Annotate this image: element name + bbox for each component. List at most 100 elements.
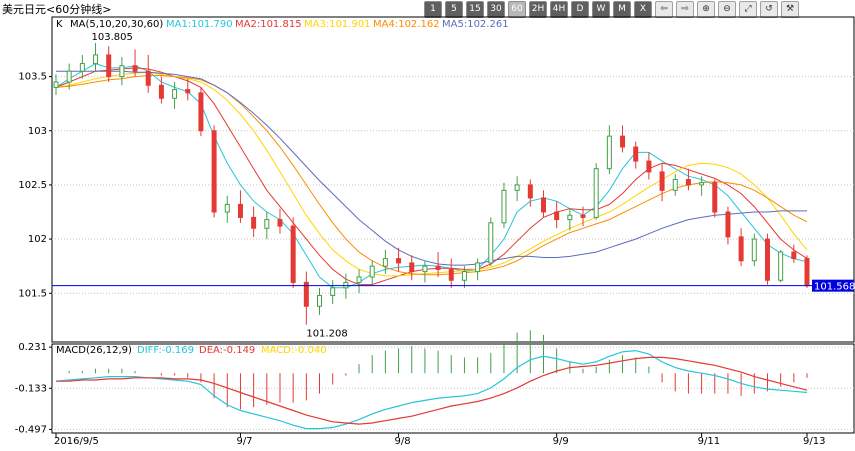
candlestick [211, 125, 217, 218]
candlestick [396, 247, 402, 272]
candle-body [343, 281, 349, 289]
candlestick [646, 152, 652, 180]
candlestick [79, 54, 85, 79]
button-label: 4H [552, 4, 566, 14]
price-y-axis: 103.5 103 102.5 102 101.5 [18, 72, 52, 299]
price-tick-label: 102.5 [18, 180, 47, 191]
candle-body [751, 238, 757, 262]
candle-body [369, 265, 375, 278]
candle-body [396, 258, 402, 264]
candlestick [290, 217, 296, 288]
candlestick [277, 208, 283, 234]
candlestick [554, 201, 560, 229]
price-tick-label: 102 [28, 234, 47, 245]
candlestick [685, 168, 691, 191]
x-tick-label: 9/8 [395, 436, 411, 447]
macd-legend-2: DEA:-0.149 [199, 345, 255, 356]
candlestick [422, 260, 428, 283]
ma-legend: MA1:101.790 MA2:101.815 MA3:101.901 MA4:102… [166, 19, 509, 30]
ma-line-ma4 [55, 75, 808, 276]
candle-body [356, 276, 362, 283]
candle-body [79, 63, 85, 72]
zoom-restore-icon: ↺ [765, 4, 773, 14]
candlestick [172, 82, 178, 110]
price-panel-frame [51, 16, 855, 343]
button-label: 60 [511, 4, 523, 14]
arrow-left-icon: ⇦ [660, 4, 668, 14]
candle-body [172, 89, 178, 99]
candle-body [158, 84, 164, 99]
candlestick [369, 260, 375, 285]
candle-body [237, 203, 243, 218]
candle-body [725, 211, 731, 238]
moving-average-lines [55, 63, 808, 289]
candle-body [567, 214, 573, 221]
button-label: 2H [531, 4, 545, 14]
candle-body [514, 184, 520, 191]
period-button-m[interactable]: M [613, 1, 631, 18]
period-button-2h[interactable]: 2H [529, 1, 547, 18]
candlestick [382, 249, 388, 274]
candle-body [804, 258, 810, 287]
zoom-fit-icon: ⤢ [744, 4, 752, 14]
high-price-label: 103.805 [92, 32, 133, 43]
ma-legend-3: MA3:101.901 [304, 19, 371, 30]
candlestick [119, 57, 125, 86]
candle-body [132, 65, 138, 72]
candle-body [317, 294, 323, 307]
candle-body [303, 281, 309, 307]
button-label: W [596, 4, 606, 14]
arrow-right-button[interactable]: ⇨ [676, 1, 694, 18]
arrow-right-icon: ⇨ [681, 4, 689, 14]
period-button-30[interactable]: 30 [487, 1, 505, 18]
candle-body [606, 135, 612, 170]
macd-tick-label: -0.497 [15, 424, 47, 435]
candlestick [699, 176, 705, 196]
candlestick [132, 49, 138, 77]
candlestick [606, 125, 612, 175]
low-price-label: 101.208 [306, 329, 347, 340]
candlestick [712, 179, 718, 218]
candle-body [488, 222, 494, 264]
candlestick [475, 258, 481, 281]
candle-body [448, 268, 454, 281]
candle-body [198, 92, 204, 132]
candlestick [343, 273, 349, 299]
ma-legend-5: MA5:102.261 [442, 19, 509, 30]
candle-body [501, 189, 507, 224]
candle-body [738, 236, 744, 262]
ma-line-ma3 [55, 71, 808, 277]
candlestick [633, 141, 639, 169]
wrench-icon: ⚒ [785, 4, 795, 14]
candlestick [145, 54, 151, 93]
candlestick [185, 78, 191, 101]
candle-body [791, 251, 797, 260]
button-label: M [618, 4, 626, 14]
candle-body [145, 70, 151, 86]
macd-y-axis: 0.231 -0.133 -0.497 [15, 342, 52, 435]
macd-diff-line [55, 349, 808, 430]
ma-legend-1: MA1:101.790 [166, 19, 233, 30]
candle-body [475, 262, 481, 273]
x-tick-label: 9/7 [236, 436, 252, 447]
candlestick [580, 206, 586, 227]
window-title: 美元日元<60分钟线> [2, 3, 112, 16]
candle-body [53, 81, 59, 88]
candlestick [356, 269, 362, 294]
period-button-5[interactable]: 5 [445, 1, 463, 18]
candlestick [330, 280, 336, 305]
ma-line-ma2 [55, 67, 808, 286]
candlestick [435, 252, 441, 277]
candlestick [264, 212, 270, 240]
candlestick [409, 255, 415, 281]
candlesticks [53, 43, 810, 325]
candle-body [540, 197, 546, 213]
candle-body [264, 219, 270, 229]
candle-body [633, 146, 639, 162]
candle-body [93, 54, 99, 65]
button-label: X [639, 4, 647, 14]
button-label: 5 [451, 4, 457, 14]
wrench-button[interactable]: ⚒ [781, 1, 799, 18]
candle-body [251, 216, 257, 229]
